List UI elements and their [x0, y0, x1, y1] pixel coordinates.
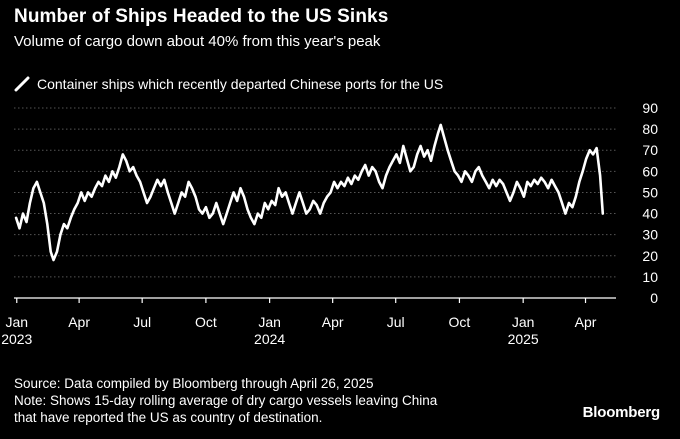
chart-footer: Source: Data compiled by Bloomberg throu…	[14, 375, 437, 426]
x-tick-label-9: Apr	[575, 314, 597, 330]
x-tick-year-0: 2023	[1, 331, 32, 347]
y-axis: 0 10 20 30 40 50 60 70 80 90	[642, 100, 658, 306]
y-tick-label-0: 0	[650, 290, 658, 306]
x-tick-label-0: Jan	[5, 314, 28, 330]
x-tick-label-2: Jul	[133, 314, 151, 330]
methodology-note-line-1: Note: Shows 15-day rolling average of dr…	[14, 393, 438, 408]
y-tick-label-10: 10	[642, 269, 658, 285]
legend-line-swatch-icon	[14, 76, 30, 92]
bloomberg-logo: Bloomberg	[582, 404, 661, 421]
y-tick-label-90: 90	[642, 100, 658, 116]
chart-title: Number of Ships Headed to the US Sinks	[14, 6, 389, 27]
series-line-0	[14, 123, 605, 262]
y-tick-label-30: 30	[642, 227, 658, 243]
methodology-note-line-2: that have reported the US as country of …	[14, 410, 323, 425]
source-note: Source: Data compiled by Bloomberg throu…	[14, 376, 374, 391]
x-tick-label-5: Apr	[322, 314, 344, 330]
y-tick-label-40: 40	[642, 206, 658, 222]
y-tick-label-20: 20	[642, 248, 658, 264]
x-tick-year-4: 2024	[254, 331, 285, 347]
y-tick-label-50: 50	[642, 184, 658, 200]
x-tick-label-4: Jan	[258, 314, 281, 330]
y-tick-label-80: 80	[642, 121, 658, 137]
x-tick-label-1: Apr	[68, 314, 90, 330]
series-layer	[14, 123, 605, 262]
x-tick-label-6: Jul	[387, 314, 405, 330]
chart-subtitle: Volume of cargo down about 40% from this…	[14, 33, 381, 50]
x-tick-label-7: Oct	[449, 314, 471, 330]
y-tick-label-60: 60	[642, 163, 658, 179]
chart-legend: Container ships which recently departed …	[14, 74, 443, 94]
x-tick-label-3: Oct	[195, 314, 217, 330]
x-tick-year-8: 2025	[508, 331, 539, 347]
gridlines	[14, 107, 616, 278]
x-tick-label-8: Jan	[512, 314, 535, 330]
y-tick-label-70: 70	[642, 142, 658, 158]
legend-series-label: Container ships which recently departed …	[37, 76, 444, 92]
